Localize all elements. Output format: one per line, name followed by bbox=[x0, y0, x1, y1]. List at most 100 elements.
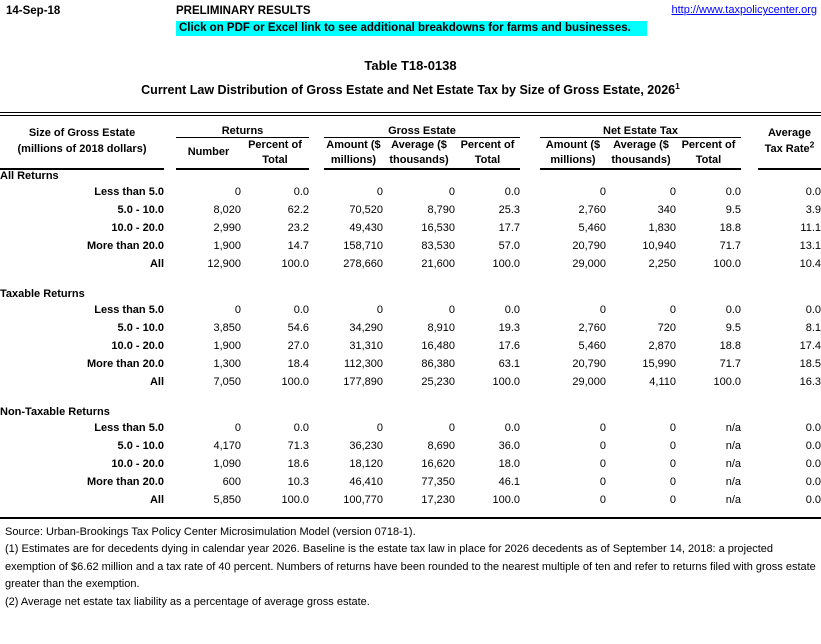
column-spacer bbox=[520, 183, 540, 201]
cell: 2,990 bbox=[213, 221, 241, 234]
cell: 18.6 bbox=[287, 457, 309, 470]
cell: 0.0 bbox=[293, 421, 309, 434]
cell: 100.0 bbox=[281, 375, 309, 388]
row-label: More than 20.0 bbox=[86, 475, 164, 488]
table-end-spacer bbox=[0, 509, 821, 518]
table-row: All 5,850 100.0 100,770 17,230 100.0 0 0 n/a 0.0 bbox=[0, 491, 821, 509]
cell: 10,940 bbox=[642, 239, 676, 252]
cell: 18.4 bbox=[287, 357, 309, 370]
cell: 278,660 bbox=[343, 257, 383, 270]
cell: 0 bbox=[669, 493, 676, 506]
row-label: More than 20.0 bbox=[86, 357, 164, 370]
cell: 0 bbox=[599, 185, 606, 198]
cell: 29,000 bbox=[572, 257, 606, 270]
cell: 4,110 bbox=[649, 375, 676, 388]
cell: 0.0 bbox=[805, 421, 821, 434]
preliminary-results-label: PRELIMINARY RESULTS bbox=[176, 5, 311, 17]
table-header: Size of Gross Estate (millions of 2018 do… bbox=[0, 114, 821, 170]
table-row: More than 20.0 1,900 14.7 158,710 83,530 57.0… bbox=[0, 237, 821, 255]
column-spacer bbox=[520, 455, 540, 473]
cell: 5,850 bbox=[213, 493, 241, 506]
avg-tax-rate-header: Average Tax Rate2 bbox=[758, 114, 821, 170]
column-spacer bbox=[164, 419, 176, 437]
column-spacer bbox=[741, 301, 758, 319]
cell: 1,900 bbox=[213, 239, 241, 252]
column-spacer bbox=[520, 237, 540, 255]
table-end-spacer-cell bbox=[0, 509, 821, 518]
cell: 0 bbox=[669, 303, 676, 316]
cell: 0 bbox=[448, 303, 455, 316]
cell: 177,890 bbox=[343, 375, 383, 388]
column-spacer bbox=[309, 491, 324, 509]
column-spacer bbox=[520, 373, 540, 391]
column-spacer bbox=[164, 201, 176, 219]
column-spacer bbox=[741, 114, 758, 169]
cell: 10.4 bbox=[799, 257, 821, 270]
cell: 0 bbox=[599, 303, 606, 316]
column-spacer bbox=[520, 201, 540, 219]
section-gap-cell bbox=[0, 391, 821, 406]
table-row: All 12,900 100.0 278,660 21,600 100.0 29,000 2,… bbox=[0, 255, 821, 273]
table-row: 5.0 - 10.0 3,850 54.6 34,290 8,910 19.3 2,760 7… bbox=[0, 319, 821, 337]
source-note: Source: Urban-Brookings Tax Policy Cente… bbox=[5, 525, 416, 538]
column-spacer bbox=[520, 337, 540, 355]
column-spacer bbox=[741, 219, 758, 237]
column-spacer bbox=[741, 201, 758, 219]
cell: 34,290 bbox=[349, 321, 383, 334]
cell: 4,170 bbox=[213, 439, 241, 452]
cell: 0.0 bbox=[504, 185, 520, 198]
cell: 0.0 bbox=[805, 493, 821, 506]
row-label: All bbox=[149, 375, 164, 388]
cell: 20,790 bbox=[572, 239, 606, 252]
row-label: 5.0 - 10.0 bbox=[117, 439, 164, 452]
cell: 46,410 bbox=[349, 475, 383, 488]
cell: 31,310 bbox=[349, 339, 383, 352]
cell: 720 bbox=[657, 321, 676, 334]
column-spacer bbox=[309, 201, 324, 219]
table-row: More than 20.0 1,300 18.4 112,300 86,380 63.1… bbox=[0, 355, 821, 373]
row-label: All bbox=[149, 493, 164, 506]
column-header-ge-amount: Amount ($ millions) bbox=[324, 137, 383, 170]
cell: 0 bbox=[669, 421, 676, 434]
cell: 27.0 bbox=[287, 339, 309, 352]
cell: 18.0 bbox=[498, 457, 520, 470]
table-row: Less than 5.0 0 0.0 0 0 0.0 0 0 0.0 0.0 bbox=[0, 301, 821, 319]
column-spacer bbox=[309, 301, 324, 319]
column-spacer bbox=[309, 337, 324, 355]
cell: 5,460 bbox=[578, 339, 606, 352]
column-spacer bbox=[741, 473, 758, 491]
cell: 0 bbox=[669, 457, 676, 470]
cell: 18.5 bbox=[799, 357, 821, 370]
footnote-2: (2) Average net estate tax liability as … bbox=[5, 595, 370, 608]
cell: 2,760 bbox=[578, 203, 606, 216]
column-spacer bbox=[309, 183, 324, 201]
cell: 71.7 bbox=[719, 357, 741, 370]
table-body: All Returns Less than 5.0 0 0.0 0 0 0.0 0 0 0.0 0.… bbox=[0, 169, 821, 518]
cell: 100.0 bbox=[281, 493, 309, 506]
cell: 14.7 bbox=[287, 239, 309, 252]
column-spacer bbox=[309, 114, 324, 169]
cell: 0 bbox=[376, 421, 383, 434]
column-spacer bbox=[164, 437, 176, 455]
cell: 36.0 bbox=[498, 439, 520, 452]
cell: 46.1 bbox=[498, 475, 520, 488]
table-title: Table T18-0138 bbox=[364, 58, 457, 73]
column-spacer bbox=[164, 301, 176, 319]
cell: 600 bbox=[222, 475, 241, 488]
cell: 21,600 bbox=[421, 257, 455, 270]
row-label: Less than 5.0 bbox=[94, 185, 164, 198]
column-spacer bbox=[164, 473, 176, 491]
cell: 62.2 bbox=[287, 203, 309, 216]
row-label: All bbox=[149, 257, 164, 270]
cell: 25,230 bbox=[421, 375, 455, 388]
row-label: Less than 5.0 bbox=[94, 421, 164, 434]
column-spacer bbox=[520, 114, 540, 169]
section-gap-cell bbox=[0, 273, 821, 288]
cell: 9.5 bbox=[725, 203, 741, 216]
row-label: 10.0 - 20.0 bbox=[111, 457, 164, 470]
taxpolicycenter-link[interactable]: http://www.taxpolicycenter.org bbox=[671, 4, 817, 16]
section-gap bbox=[0, 273, 821, 288]
table-row: 10.0 - 20.0 1,900 27.0 31,310 16,480 17.6 5,46… bbox=[0, 337, 821, 355]
cell: 100,770 bbox=[343, 493, 383, 506]
column-header-net-average: Average ($ thousands) bbox=[606, 137, 676, 170]
